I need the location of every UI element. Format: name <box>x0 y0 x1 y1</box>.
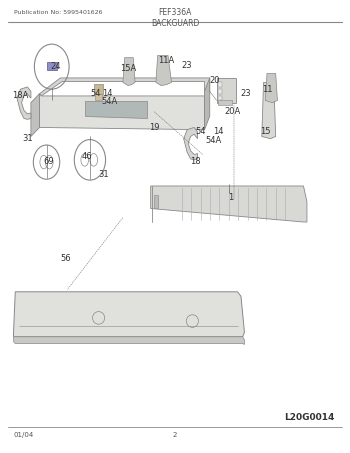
Text: 54A: 54A <box>101 97 117 106</box>
Bar <box>94 84 103 94</box>
Polygon shape <box>85 101 147 117</box>
Polygon shape <box>17 87 31 119</box>
Text: FEF336A: FEF336A <box>158 8 192 17</box>
Polygon shape <box>123 58 135 86</box>
Text: 20: 20 <box>210 76 220 85</box>
Text: 56: 56 <box>60 254 71 263</box>
Text: 14: 14 <box>102 89 113 98</box>
Bar <box>95 94 102 101</box>
Text: 46: 46 <box>81 152 92 161</box>
Bar <box>154 195 158 208</box>
Text: 54A: 54A <box>205 136 221 145</box>
Text: 15A: 15A <box>120 63 136 72</box>
Text: 11: 11 <box>262 85 272 94</box>
Bar <box>217 78 236 103</box>
Text: 23: 23 <box>241 89 252 98</box>
Bar <box>218 100 232 105</box>
Polygon shape <box>265 73 278 103</box>
Text: 2: 2 <box>173 432 177 438</box>
Bar <box>218 96 222 101</box>
Bar <box>47 62 57 70</box>
Text: 24: 24 <box>50 62 61 71</box>
Text: 31: 31 <box>98 170 109 179</box>
Polygon shape <box>40 94 204 130</box>
Bar <box>218 82 222 87</box>
Text: BACKGUARD: BACKGUARD <box>151 19 199 29</box>
Polygon shape <box>14 292 244 337</box>
Text: L20G0014: L20G0014 <box>284 413 335 422</box>
Text: 18A: 18A <box>12 92 29 101</box>
Text: 19: 19 <box>149 123 159 132</box>
Text: Publication No: 5995401626: Publication No: 5995401626 <box>14 10 102 15</box>
Text: 54: 54 <box>90 89 100 98</box>
Text: 15: 15 <box>260 127 271 136</box>
Polygon shape <box>14 337 244 344</box>
Polygon shape <box>31 94 40 136</box>
Polygon shape <box>262 82 276 139</box>
Text: 31: 31 <box>22 134 33 143</box>
Polygon shape <box>40 78 210 96</box>
Text: 20A: 20A <box>224 107 240 116</box>
Bar <box>218 89 222 94</box>
Text: 11A: 11A <box>158 56 174 65</box>
Text: 18: 18 <box>190 157 201 166</box>
Polygon shape <box>156 55 172 86</box>
Text: 01/04: 01/04 <box>14 432 34 438</box>
Polygon shape <box>204 78 210 130</box>
Polygon shape <box>184 127 197 160</box>
Text: 23: 23 <box>182 61 192 70</box>
Polygon shape <box>151 186 307 222</box>
Text: 1: 1 <box>228 193 233 202</box>
Text: 54: 54 <box>196 127 206 136</box>
Text: 14: 14 <box>213 127 224 136</box>
Text: 69: 69 <box>43 157 54 166</box>
